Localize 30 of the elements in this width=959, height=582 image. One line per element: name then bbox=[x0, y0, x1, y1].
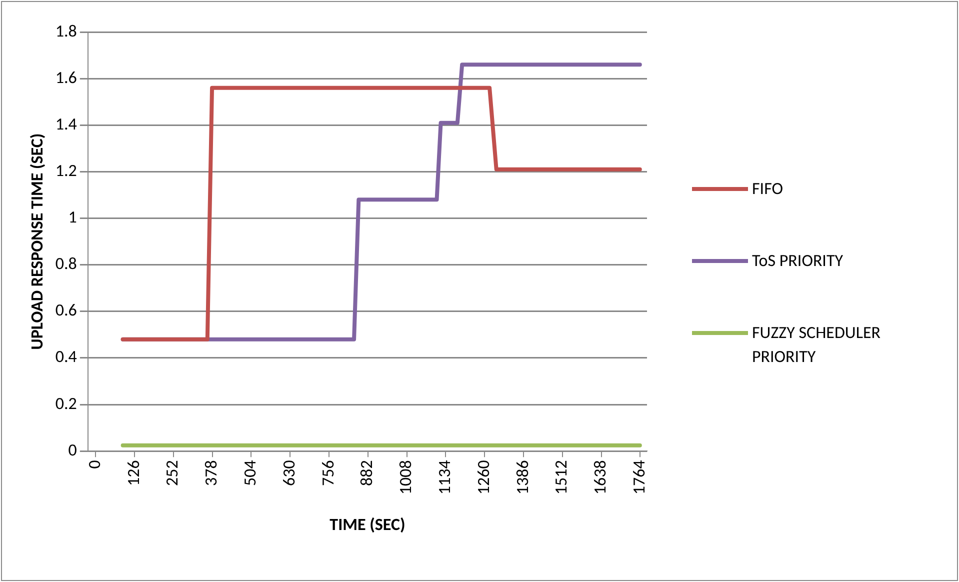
y-tick-label: 0.8 bbox=[55, 253, 77, 274]
y-tick-label: 1.2 bbox=[55, 160, 77, 181]
x-tick-label: 1764 bbox=[628, 460, 650, 495]
y-tick-label: 1.6 bbox=[55, 66, 78, 88]
x-tick-label: 1260 bbox=[472, 460, 494, 495]
y-tick-label: 0.2 bbox=[55, 392, 77, 414]
legend-label: ToS PRIORITY bbox=[752, 249, 844, 273]
x-tick-label: 378 bbox=[200, 460, 222, 486]
y-tick-label: 0.6 bbox=[55, 300, 78, 321]
x-tick-label: 504 bbox=[239, 460, 260, 486]
y-axis-title: UPLOAD RESPONSE TIME (SEC) bbox=[26, 133, 48, 350]
x-tick-label: 252 bbox=[162, 460, 183, 486]
x-tick-label: 1008 bbox=[395, 460, 416, 495]
x-tick-label: 1386 bbox=[512, 460, 533, 495]
x-tick-label: 1512 bbox=[550, 460, 572, 495]
x-axis-title: TIME (SEC) bbox=[330, 514, 406, 536]
x-tick-label: 0 bbox=[84, 460, 105, 469]
y-tick-label: 1 bbox=[68, 206, 77, 228]
y-tick-label: 0.4 bbox=[55, 346, 78, 368]
x-tick-label: 126 bbox=[122, 460, 144, 486]
x-tick-label: 1134 bbox=[434, 460, 455, 495]
legend-label: FIFO bbox=[752, 177, 784, 201]
x-tick-label: 882 bbox=[356, 460, 378, 486]
x-tick-label: 1638 bbox=[590, 460, 611, 495]
x-tick-label: 630 bbox=[278, 460, 300, 486]
y-tick-label: 0 bbox=[68, 439, 78, 460]
y-tick-label: 1.4 bbox=[55, 113, 78, 134]
x-tick-label: 756 bbox=[317, 460, 338, 486]
legend-label: FUZZY SCHEDULER PRIORITY bbox=[752, 321, 882, 369]
y-tick-label: 1.8 bbox=[55, 20, 77, 42]
